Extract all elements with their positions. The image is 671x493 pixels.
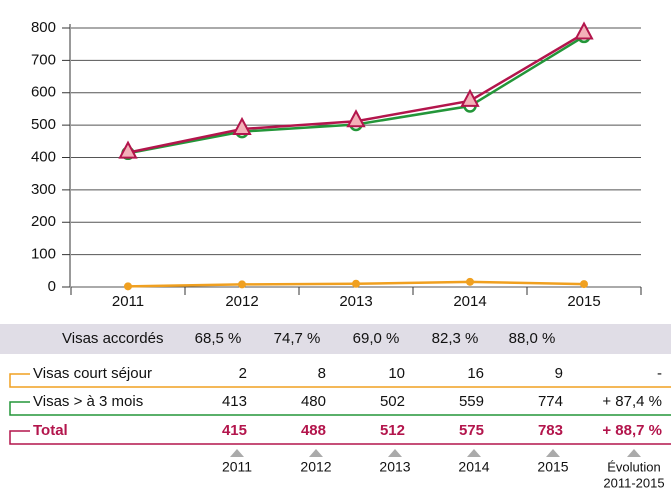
y-tick-label: 400 [31,148,56,165]
y-tick-label: 700 [31,51,56,68]
marker [124,282,132,291]
row-label: Visas > à 3 mois [33,393,143,410]
year-label: 2012 [300,459,331,475]
cell: 575 [459,422,484,439]
y-tick-label: 0 [48,278,56,295]
cell: 74,7 % [274,330,321,347]
marker [352,279,360,288]
cell: 512 [380,422,405,439]
row-label: Visas court séjour [33,365,152,382]
header-row-bg [0,324,671,354]
marker [118,140,138,159]
row-label: Total [33,422,68,439]
marker [238,280,246,289]
evolution-cell: - [657,365,662,382]
x-tick-label: 2014 [453,293,486,310]
row-bracket [9,373,671,388]
row-bracket [9,430,671,445]
cell: 88,0 % [509,330,556,347]
evolution-cell: + 87,4 % [602,393,662,410]
year-arrow [467,449,481,457]
year-arrow [230,449,244,457]
evolution-cell: + 88,7 % [602,422,662,439]
year-arrow [546,449,560,457]
year-label: 2011 [222,459,252,475]
x-tick-label: 2012 [225,293,258,310]
evolution-label: 2011-2015 [603,475,664,490]
y-tick-label: 300 [31,181,56,198]
y-tick-label: 200 [31,213,56,230]
year-label: 2015 [537,459,568,475]
marker [574,21,594,40]
marker [466,277,474,286]
cell: 774 [538,393,563,410]
y-tick-label: 500 [31,116,56,133]
row-label: Visas accordés [62,330,163,347]
x-tick-label: 2011 [112,293,144,310]
year-label: 2013 [379,459,410,475]
marker [346,109,366,128]
cell: 2 [239,365,247,382]
cell: 8 [318,365,326,382]
cell: 783 [538,422,563,439]
cell: 415 [222,422,247,439]
year-arrow [627,449,641,457]
y-tick-label: 600 [31,84,56,101]
series-line [127,35,585,155]
marker [580,280,588,289]
marker [232,116,252,136]
cell: 69,0 % [353,330,400,347]
cell: 10 [388,365,405,382]
year-arrow [309,449,323,457]
cell: 488 [301,422,326,439]
cell: 82,3 % [432,330,479,347]
cell: 68,5 % [195,330,242,347]
x-tick-label: 2013 [339,293,372,310]
cell: 9 [555,365,563,382]
evolution-label: Évolution [607,459,660,474]
cell: 413 [222,393,247,410]
row-bracket [9,401,671,416]
y-tick-label: 100 [31,246,56,263]
x-tick-label: 2015 [567,293,600,310]
cell: 480 [301,393,326,410]
cell: 16 [467,365,484,382]
cell: 502 [380,393,405,410]
year-arrow [388,449,402,457]
cell: 559 [459,393,484,410]
y-tick-label: 800 [31,19,56,36]
year-label: 2014 [458,459,489,475]
marker [460,88,480,107]
